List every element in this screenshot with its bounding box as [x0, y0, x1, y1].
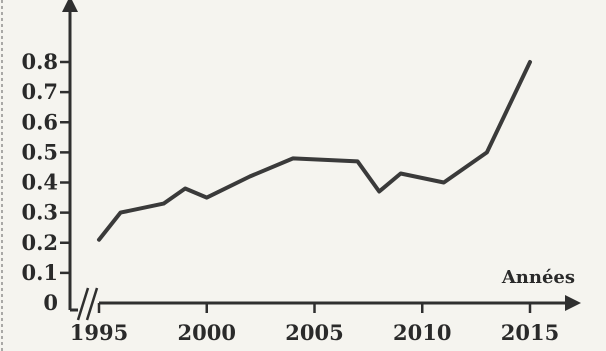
- y-tick-label: 0.6: [21, 109, 58, 134]
- x-tick-label: 2010: [393, 320, 451, 345]
- x-tick-label: 2005: [285, 320, 343, 345]
- series-line: [97, 60, 532, 242]
- y-tick-label: 0.7: [21, 79, 58, 104]
- y-tick-group: 0 0.1 0.2 0.3 0.4 0.5 0.6 0.7 0.8: [21, 49, 70, 315]
- x-axis-arrow-icon: [565, 295, 581, 311]
- y-tick-label: 0.1: [21, 260, 58, 285]
- axis-break-mark-left: [76, 287, 90, 321]
- y-tick-label: 0.8: [21, 49, 58, 74]
- y-tick-label: 0.3: [21, 200, 58, 225]
- axes-group: Années: [62, 0, 581, 321]
- y-tick-label: 0.4: [21, 170, 58, 195]
- y-tick-label: 0.2: [21, 230, 58, 255]
- y-tick-label: 0: [43, 290, 58, 315]
- x-tick-group: 1995 2000 2005 2010 2015: [70, 303, 559, 345]
- y-axis-arrow-icon: [62, 0, 78, 12]
- axis-break-mark-right: [85, 287, 99, 321]
- x-axis-title: Années: [501, 267, 575, 288]
- x-tick-label: 2000: [178, 320, 236, 345]
- x-tick-label: 2015: [501, 320, 559, 345]
- y-tick-label: 0.5: [21, 139, 58, 164]
- x-tick-label: 1995: [70, 320, 128, 345]
